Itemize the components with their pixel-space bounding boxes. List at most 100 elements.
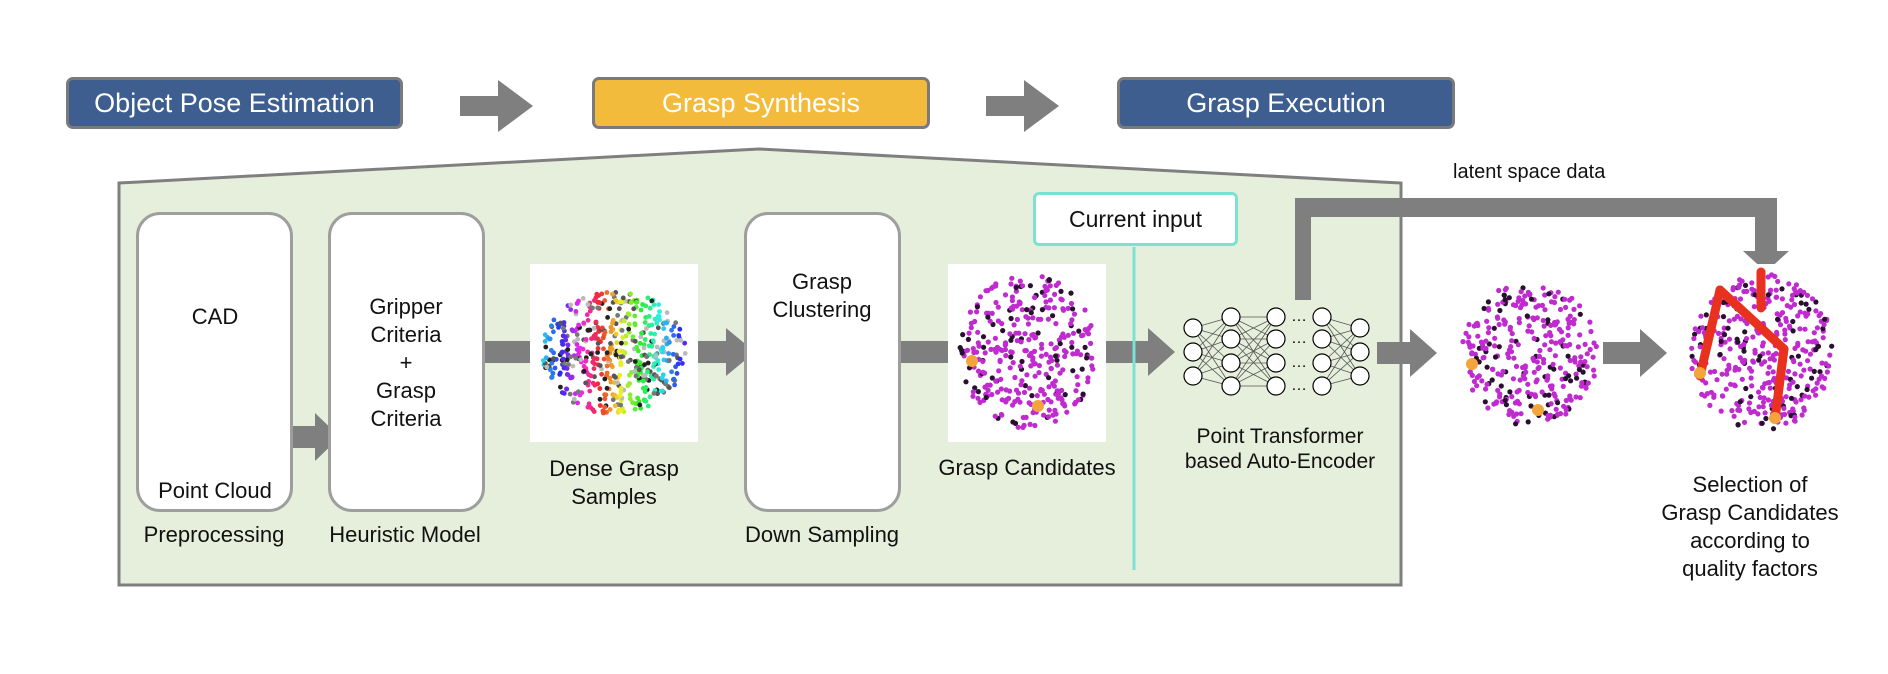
cloud-point <box>594 291 600 297</box>
cloud-point <box>1696 329 1702 335</box>
cloud-point <box>669 327 674 333</box>
cloud-point <box>1781 405 1787 411</box>
cloud-point <box>1467 344 1473 350</box>
cloud-point <box>641 345 647 351</box>
cloud-point <box>1569 295 1575 301</box>
cloud-point <box>1525 419 1531 425</box>
cloud-point <box>1804 386 1810 393</box>
ellipsis-dots: ………… <box>1291 308 1307 394</box>
cloud-point <box>1720 314 1727 320</box>
cloud-point <box>987 382 993 388</box>
cloud-point <box>1072 401 1078 407</box>
cloud-point <box>1054 357 1060 363</box>
cloud-point <box>993 378 999 384</box>
cloud-point <box>1474 383 1480 389</box>
cloud-point <box>1760 385 1766 391</box>
cloud-point <box>1712 368 1718 375</box>
cloud-point <box>1485 330 1491 336</box>
arrow-preprocess-heuristic <box>281 413 340 461</box>
cloud-point <box>1552 294 1558 300</box>
cloud-point <box>644 354 650 360</box>
cloud-point <box>1522 293 1528 299</box>
cloud-point <box>561 365 567 371</box>
cloud-point <box>1813 392 1819 398</box>
grasp-candidates-image <box>948 264 1106 442</box>
cloud-point <box>1509 394 1515 400</box>
cloud-point <box>645 403 651 409</box>
cloud-point <box>608 341 613 346</box>
cloud-point <box>664 310 670 315</box>
cloud-point <box>616 306 622 312</box>
cloud-point <box>597 300 602 306</box>
cloud-point <box>664 335 669 341</box>
cloud-point <box>1008 337 1014 343</box>
cloud-point <box>1725 325 1731 331</box>
cloud-point <box>1536 364 1542 371</box>
cloud-point <box>543 344 549 350</box>
cloud-point <box>998 386 1004 392</box>
cloud-point <box>1046 277 1052 283</box>
cloud-point <box>1061 348 1067 354</box>
cloud-point <box>1590 354 1596 360</box>
cloud-point <box>1557 365 1563 371</box>
cloud-point <box>1711 394 1717 400</box>
cloud-point <box>607 375 613 381</box>
cloud-point <box>1771 357 1777 363</box>
cloud-point <box>1541 323 1547 329</box>
cloud-point <box>558 320 564 326</box>
arrow-dense-downsample <box>698 328 755 376</box>
cloud-point <box>635 348 641 354</box>
cloud-point <box>655 325 661 331</box>
cloud-point <box>588 351 594 357</box>
cloud-point <box>1582 359 1588 365</box>
cloud-point <box>1738 343 1744 349</box>
cloud-point <box>1572 355 1578 361</box>
cloud-point <box>1484 318 1490 324</box>
cloud-point <box>975 368 982 374</box>
cloud-point <box>671 376 677 382</box>
cloud-point <box>1526 323 1532 329</box>
cloud-point <box>552 365 558 371</box>
cloud-point <box>1556 326 1563 332</box>
cloud-point <box>547 336 552 342</box>
cloud-point <box>1009 298 1016 304</box>
cloud-point <box>1530 355 1536 361</box>
cloud-point <box>1021 422 1027 428</box>
cloud-point <box>1737 407 1743 413</box>
cloud-point <box>1564 343 1570 349</box>
cloud-point <box>1078 352 1084 358</box>
cloud-point <box>997 358 1003 365</box>
cloud-point <box>1011 322 1017 328</box>
cloud-point <box>620 349 626 354</box>
cloud-point <box>618 385 624 391</box>
cloud-point <box>1765 370 1771 376</box>
cloud-point <box>549 375 554 380</box>
heuristic-model-box <box>328 212 485 512</box>
cloud-point <box>591 325 597 331</box>
cloud-point <box>1803 301 1809 307</box>
cloud-point <box>602 396 608 402</box>
cloud-point <box>1017 363 1023 369</box>
cloud-point <box>1542 292 1548 298</box>
cloud-point <box>1065 305 1071 311</box>
cloud-point <box>1820 326 1826 332</box>
cloud-point <box>1528 403 1534 409</box>
cloud-point <box>656 302 661 307</box>
cloud-point <box>632 313 638 319</box>
cloud-point <box>1479 378 1485 384</box>
cloud-point <box>682 351 688 356</box>
cloud-point <box>1509 331 1515 337</box>
cloud-point <box>1759 420 1765 426</box>
cloud-point <box>678 337 684 343</box>
cloud-point <box>551 329 556 335</box>
cloud-point <box>1697 344 1703 350</box>
cloud-point <box>1532 392 1538 398</box>
cloud-point <box>590 380 596 386</box>
cloud-point <box>1029 332 1035 338</box>
cloud-point <box>565 347 571 352</box>
cloud-point <box>1782 327 1788 333</box>
cloud-point <box>1698 313 1704 319</box>
cloud-point <box>1026 385 1033 391</box>
cloud-point <box>627 372 632 378</box>
cloud-point <box>1565 353 1571 359</box>
